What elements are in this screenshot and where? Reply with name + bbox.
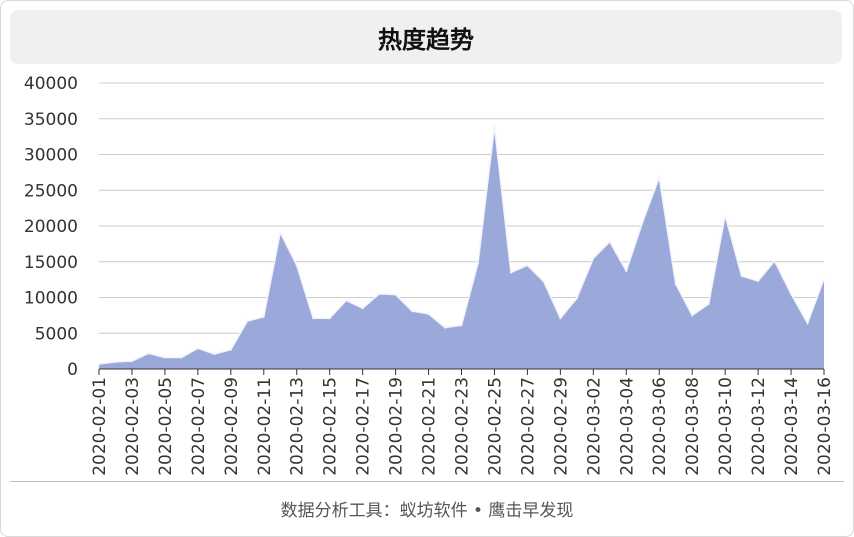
data-point [559, 317, 562, 320]
x-tick-label: 2020-02-25 [485, 377, 505, 476]
x-tick-label: 2020-03-10 [716, 377, 736, 476]
data-point [641, 220, 644, 223]
x-tick-label: 2020-03-14 [782, 377, 802, 476]
data-point [806, 322, 809, 325]
data-point [114, 360, 117, 364]
y-tick-label: 30000 [24, 146, 78, 166]
y-tick-label: 25000 [24, 181, 78, 201]
data-point [213, 352, 216, 356]
data-point [130, 359, 134, 363]
data-point [608, 240, 611, 243]
data-point [822, 277, 826, 281]
footer-credit: 数据分析工具：蚁坊软件 • 鹰击早发现 [280, 501, 574, 521]
series-area [99, 126, 824, 370]
x-tick-label: 2020-02-05 [156, 377, 176, 476]
data-point [756, 279, 760, 283]
data-point [476, 261, 480, 265]
data-point [97, 362, 101, 366]
data-point [262, 315, 265, 319]
data-point [344, 299, 348, 302]
x-tick-label: 2020-02-03 [123, 377, 143, 476]
data-point [295, 264, 298, 267]
data-point [658, 176, 661, 179]
x-tick-label: 2020-03-02 [584, 377, 604, 476]
data-point [460, 324, 463, 327]
data-point [361, 307, 364, 310]
data-point [625, 269, 628, 273]
x-tick-label: 2020-03-06 [650, 377, 670, 476]
chart-title: 热度趋势 [378, 25, 474, 54]
data-point [394, 293, 397, 296]
data-point [163, 356, 167, 359]
data-point [723, 214, 727, 217]
x-tick-label: 2020-03-12 [749, 377, 769, 476]
data-point [592, 256, 595, 260]
title-bar: 热度趋势 [10, 10, 842, 64]
x-tick-label: 2020-02-15 [321, 377, 341, 476]
y-tick-label: 20000 [24, 217, 78, 237]
y-tick-label: 0 [67, 360, 78, 380]
footer-divider [10, 481, 844, 482]
data-point [690, 314, 694, 317]
x-tick-label: 2020-02-27 [518, 377, 538, 476]
x-tick-label: 2020-02-01 [90, 377, 110, 476]
x-tick-label: 2020-03-08 [683, 377, 703, 476]
data-point [740, 274, 743, 278]
x-tick-label: 2020-02-19 [387, 377, 407, 476]
x-tick-label: 2020-02-29 [551, 377, 571, 476]
data-point [427, 312, 430, 316]
x-tick-label: 2020-03-04 [617, 377, 637, 476]
x-tick-label: 2020-02-07 [189, 377, 209, 476]
data-point [707, 302, 710, 306]
y-tick-label: 35000 [24, 110, 78, 130]
data-point [509, 271, 513, 274]
data-point [410, 309, 414, 313]
data-point [493, 125, 496, 128]
data-point [789, 292, 793, 296]
data-point [229, 348, 233, 351]
data-point [328, 317, 331, 320]
data-point [180, 356, 183, 359]
data-point [246, 319, 249, 323]
x-tick-label: 2020-02-11 [255, 377, 275, 476]
x-tick-label: 2020-03-16 [815, 377, 835, 476]
data-point [443, 326, 447, 329]
x-tick-label: 2020-02-23 [453, 377, 473, 476]
y-tick-label: 5000 [35, 324, 78, 344]
x-tick-label: 2020-02-13 [288, 377, 308, 476]
x-tick-label: 2020-02-17 [354, 377, 374, 476]
data-point [279, 231, 282, 234]
x-tick-label: 2020-02-21 [420, 377, 440, 476]
data-point [312, 317, 315, 320]
data-point [575, 297, 579, 300]
data-point [542, 280, 546, 283]
x-tick-label: 2020-02-09 [222, 377, 242, 476]
data-point [377, 292, 381, 296]
data-point [773, 259, 776, 263]
data-point [674, 282, 677, 286]
y-tick-label: 40000 [24, 74, 78, 94]
data-point [196, 347, 200, 350]
y-tick-label: 10000 [24, 289, 78, 309]
data-point [526, 264, 529, 267]
data-point [147, 352, 150, 355]
y-tick-label: 15000 [24, 253, 78, 273]
